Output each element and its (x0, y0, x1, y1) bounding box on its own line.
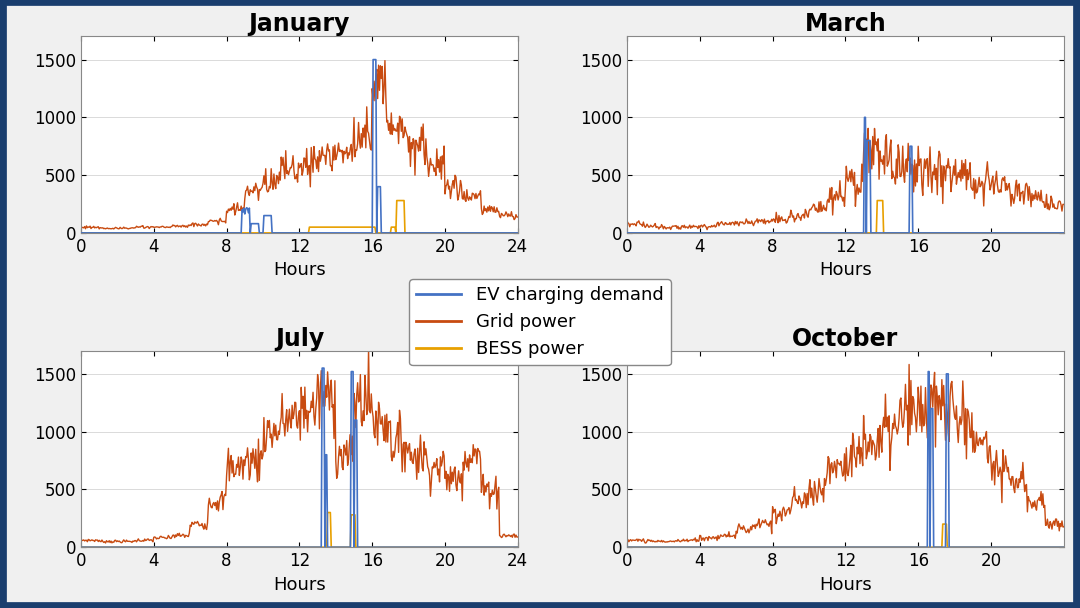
Title: January: January (248, 13, 350, 36)
X-axis label: Hours: Hours (819, 261, 872, 279)
Legend: EV charging demand, Grid power, BESS power: EV charging demand, Grid power, BESS pow… (409, 279, 671, 365)
Title: March: March (805, 13, 887, 36)
X-axis label: Hours: Hours (819, 576, 872, 593)
X-axis label: Hours: Hours (273, 261, 326, 279)
X-axis label: Hours: Hours (273, 576, 326, 593)
Title: October: October (793, 326, 899, 351)
Title: July: July (274, 326, 324, 351)
